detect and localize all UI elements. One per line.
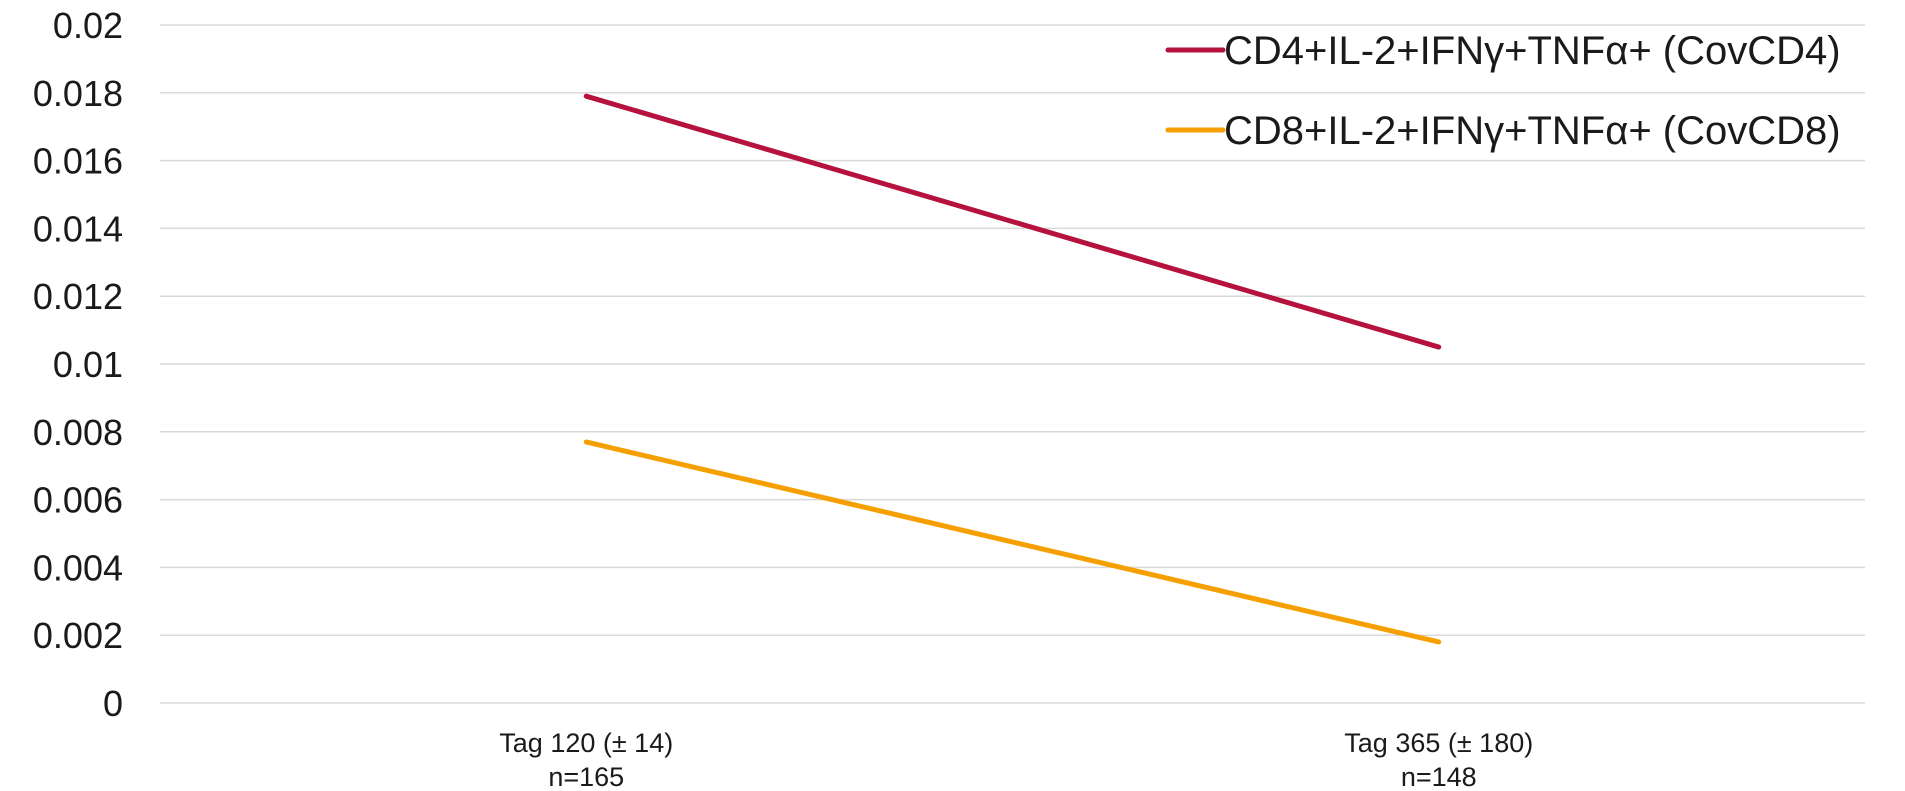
x-tick-label: Tag 365 (± 180) <box>1344 728 1533 758</box>
legend: CD4+IL-2+IFNγ+TNFα+ (CovCD4) CD8+IL-2+IFN… <box>1165 29 1841 153</box>
y-tick-label: 0.018 <box>33 73 123 114</box>
y-tick-label: 0.006 <box>33 480 123 521</box>
y-tick-label: 0.004 <box>33 547 123 588</box>
y-tick-label: 0.01 <box>53 344 123 385</box>
y-tick-label: 0.02 <box>53 5 123 46</box>
y-tick-label: 0.008 <box>33 412 123 453</box>
x-tick-sublabel: n=165 <box>548 762 624 791</box>
y-tick-label: 0.016 <box>33 141 123 182</box>
series-lines <box>583 93 1442 645</box>
legend-label: CD4+IL-2+IFNγ+TNFα+ (CovCD4) <box>1224 29 1841 73</box>
gridlines <box>160 24 1865 704</box>
y-tick-label: 0 <box>103 683 123 724</box>
series-line-2 <box>583 439 1442 645</box>
x-tick-sublabel: n=148 <box>1401 762 1477 791</box>
x-tick-label: Tag 120 (± 14) <box>499 728 673 758</box>
y-tick-label: 0.014 <box>33 208 123 249</box>
y-axis: 0 0.002 0.004 0.006 0.008 0.01 0.012 0.014 0.016… <box>33 5 123 724</box>
x-axis: Tag 120 (± 14) n=165 Tag 365 (± 180) n=148 <box>499 728 1533 791</box>
y-tick-label: 0.012 <box>33 276 123 317</box>
legend-label: CD8+IL-2+IFNγ+TNFα+ (CovCD8) <box>1224 109 1841 153</box>
y-tick-label: 0.002 <box>33 615 123 656</box>
series-line-1 <box>583 93 1442 350</box>
